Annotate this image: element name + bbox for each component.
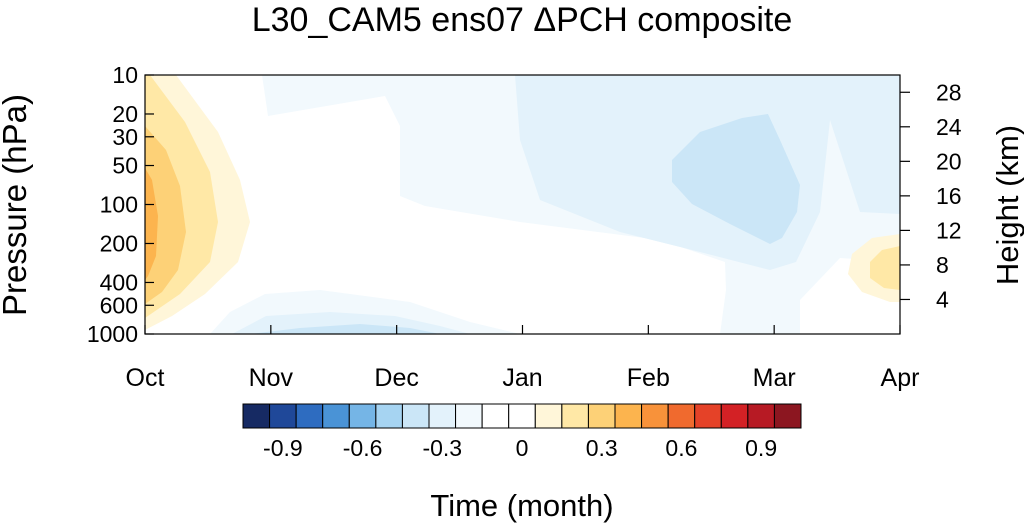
- contour-neg-0.3-upper: [672, 114, 800, 244]
- y-tick-label: 30: [112, 124, 138, 150]
- colorbar-box: [587, 403, 616, 429]
- colorbar-box: [561, 403, 589, 429]
- colorbar-tick-label: 0.3: [586, 435, 618, 461]
- colorbar-box: [375, 403, 403, 429]
- y-tick-label: 10: [112, 62, 138, 88]
- y2-tick-label: 12: [936, 217, 962, 243]
- colorbar-tick-label: -0.6: [343, 435, 383, 461]
- colorbar-box: [269, 403, 297, 429]
- colorbar-box: [348, 403, 377, 429]
- contour-pos-0.2-right: [870, 246, 900, 290]
- y2-tick-label: 20: [936, 148, 962, 174]
- y-tick-label: 100: [100, 192, 138, 218]
- x-tick-label: Oct: [126, 364, 165, 392]
- x-axis-label: Time (month): [430, 488, 613, 523]
- contour-pos-0.3: [145, 126, 186, 304]
- colorbar-box: [614, 403, 643, 429]
- y2-tick-label: 24: [936, 114, 962, 140]
- y-tick-label: 200: [100, 230, 138, 256]
- colorbar-box: [508, 403, 536, 429]
- colorbar-box: [428, 403, 457, 429]
- colorbar-box: [667, 403, 696, 429]
- chart-title: L30_CAM5 ens07 ΔPCH composite: [252, 1, 793, 39]
- x-axis: Oct Nov Dec Jan Feb Mar Apr: [126, 325, 920, 392]
- y-tick-label: 600: [100, 292, 138, 318]
- y-tick-label: 20: [112, 101, 138, 127]
- x-tick-label: Feb: [627, 364, 670, 392]
- y-tick-label: 50: [112, 153, 138, 179]
- y-axis-right: 4 8 12 16 20 24 28: [900, 79, 962, 312]
- contour-field: [145, 75, 900, 334]
- y2-tick-label: 4: [936, 286, 949, 312]
- colorbar-ticks: -0.9 -0.6 -0.3 0 0.3 0.6 0.9: [263, 435, 777, 461]
- x-tick-label: Dec: [374, 364, 418, 392]
- colorbar-box: [641, 403, 669, 429]
- y2-tick-label: 16: [936, 183, 962, 209]
- y-tick-label: 1000: [87, 321, 138, 347]
- y2-axis-label: Height (km): [990, 125, 1024, 285]
- x-tick-label: Mar: [753, 364, 796, 392]
- y-axis-label: Pressure (hPa): [0, 94, 33, 316]
- colorbar-tick-label: -0.9: [263, 435, 303, 461]
- colorbar-box: [455, 403, 483, 429]
- colorbar-box: [242, 403, 271, 429]
- colorbar-tick-label: 0.9: [745, 435, 777, 461]
- x-tick-label: Apr: [881, 364, 920, 392]
- y2-tick-label: 8: [936, 252, 949, 278]
- colorbar-box: [401, 403, 430, 429]
- contour-pos-0.4: [145, 168, 158, 280]
- colorbar-box: [534, 403, 563, 429]
- contour-neg-0.3-lower: [250, 324, 440, 334]
- x-tick-label: Jan: [502, 364, 542, 392]
- colorbar-box: [720, 403, 749, 429]
- x-tick-label: Nov: [249, 364, 294, 392]
- colorbar-box: [322, 403, 350, 429]
- y2-tick-label: 28: [936, 79, 962, 105]
- colorbar-tick-label: -0.3: [422, 435, 462, 461]
- colorbar-box: [694, 403, 722, 429]
- colorbar-box: [747, 403, 775, 429]
- y-tick-label: 400: [100, 269, 138, 295]
- colorbar: [242, 403, 802, 429]
- colorbar-tick-label: 0: [516, 435, 529, 461]
- colorbar-box: [295, 403, 324, 429]
- colorbar-tick-label: 0.6: [665, 435, 697, 461]
- colorbar-box: [773, 403, 802, 429]
- colorbar-box: [481, 403, 510, 429]
